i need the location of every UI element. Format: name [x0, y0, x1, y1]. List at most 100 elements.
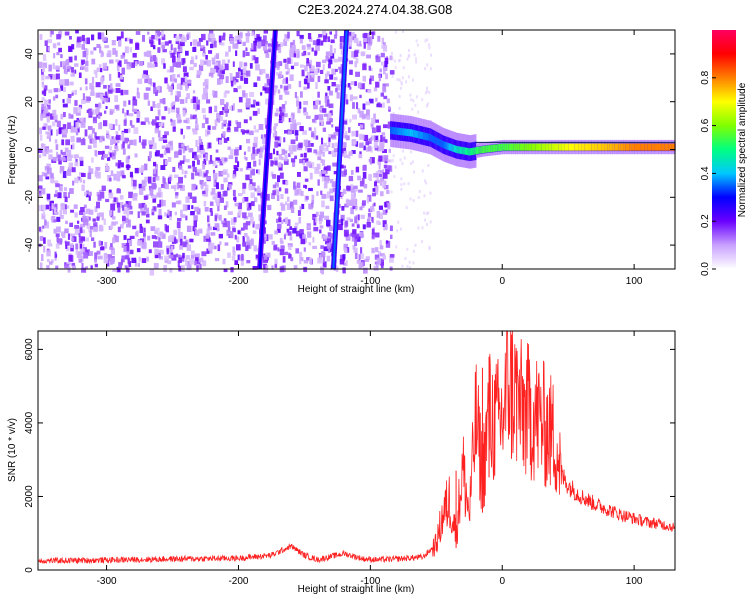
- y-tick-label: -20: [24, 190, 35, 205]
- noise-cell: [247, 244, 250, 249]
- noise-cell: [182, 204, 188, 212]
- noise-cell: [138, 183, 144, 189]
- noise-cell: [212, 126, 217, 130]
- noise-cell: [317, 179, 320, 186]
- noise-cell: [382, 169, 385, 174]
- noise-cell: [79, 87, 82, 91]
- noise-cell: [58, 47, 62, 53]
- signal-band-core: [447, 142, 449, 150]
- noise-cell: [162, 98, 166, 105]
- noise-cell: [205, 176, 211, 181]
- noise-cell: [367, 213, 371, 218]
- signal-band-core: [482, 145, 485, 154]
- noise-cell: [292, 228, 297, 234]
- signal-band-core: [446, 142, 448, 150]
- noise-cell: [381, 37, 385, 45]
- signal-band-core: [436, 137, 438, 145]
- noise-cell: [399, 54, 402, 57]
- noise-cell: [232, 251, 236, 256]
- noise-cell: [274, 136, 280, 141]
- noise-cell: [205, 129, 209, 137]
- noise-cell: [95, 103, 100, 108]
- noise-cell: [257, 41, 261, 49]
- noise-cell: [297, 210, 301, 216]
- noise-cell: [186, 225, 192, 232]
- colorbar-label: Normalized spectral amplitude: [737, 82, 748, 217]
- noise-cell: [105, 98, 109, 103]
- noise-cell: [237, 161, 240, 168]
- noise-cell: [150, 82, 155, 87]
- signal-band-core: [401, 128, 404, 136]
- noise-cell: [405, 80, 408, 84]
- noise-cell: [53, 219, 57, 223]
- noise-cell: [314, 167, 320, 174]
- noise-cell: [98, 226, 104, 232]
- noise-cell: [253, 245, 258, 251]
- noise-cell: [135, 43, 140, 50]
- noise-cell: [232, 61, 235, 67]
- signal-band-core: [453, 145, 456, 153]
- noise-cell: [158, 209, 162, 216]
- noise-cell: [193, 220, 197, 228]
- noise-cell: [238, 96, 243, 103]
- noise-cell: [150, 193, 154, 198]
- noise-cell: [227, 59, 230, 63]
- noise-cell: [424, 218, 427, 222]
- signal-band-core: [564, 143, 569, 151]
- noise-cell: [317, 156, 322, 161]
- noise-cell: [366, 115, 371, 120]
- y-tick-label: 4000: [24, 411, 35, 434]
- noise-cell: [241, 130, 245, 135]
- noise-cell: [197, 170, 202, 177]
- noise-cell: [368, 98, 374, 104]
- noise-cell: [284, 100, 287, 105]
- noise-cell: [307, 148, 312, 153]
- noise-cell: [187, 192, 193, 199]
- noise-cell: [87, 145, 92, 149]
- y-tick-label: 40: [24, 48, 35, 60]
- noise-cell: [181, 255, 185, 262]
- noise-cell: [331, 68, 336, 75]
- noise-cell: [53, 53, 56, 59]
- noise-cell: [47, 131, 51, 138]
- noise-cell: [407, 182, 410, 186]
- noise-cell: [387, 202, 391, 210]
- noise-cell: [252, 146, 256, 154]
- signal-band-core: [449, 143, 452, 151]
- noise-cell: [284, 217, 289, 224]
- noise-cell: [47, 149, 53, 153]
- noise-cell: [161, 45, 165, 50]
- noise-cell: [131, 174, 134, 182]
- noise-cell: [145, 87, 151, 91]
- noise-cell: [407, 55, 410, 58]
- noise-cell: [283, 39, 288, 46]
- noise-cell: [119, 75, 124, 80]
- noise-cell: [333, 58, 338, 63]
- noise-cell: [52, 74, 58, 80]
- noise-cell: [231, 76, 237, 83]
- noise-cell: [250, 168, 256, 176]
- noise-cell: [242, 50, 246, 58]
- noise-cell: [103, 252, 108, 259]
- signal-band-core: [513, 143, 516, 151]
- noise-cell: [278, 61, 283, 66]
- noise-cell: [327, 86, 331, 91]
- noise-cell: [262, 144, 266, 150]
- noise-cell: [57, 238, 62, 245]
- noise-cell: [355, 166, 360, 173]
- noise-cell: [389, 225, 393, 232]
- noise-cell: [330, 241, 334, 247]
- noise-cell: [343, 150, 347, 157]
- noise-cell: [185, 255, 190, 260]
- noise-cell: [145, 207, 149, 214]
- noise-cell: [384, 60, 388, 68]
- noise-cell: [409, 93, 412, 97]
- noise-cell: [276, 189, 280, 196]
- noise-cell: [61, 151, 67, 156]
- noise-cell: [186, 244, 191, 251]
- noise-cell: [284, 63, 289, 70]
- noise-cell: [376, 220, 380, 225]
- noise-cell: [75, 158, 78, 163]
- noise-cell: [359, 94, 362, 99]
- noise-cell: [83, 247, 87, 253]
